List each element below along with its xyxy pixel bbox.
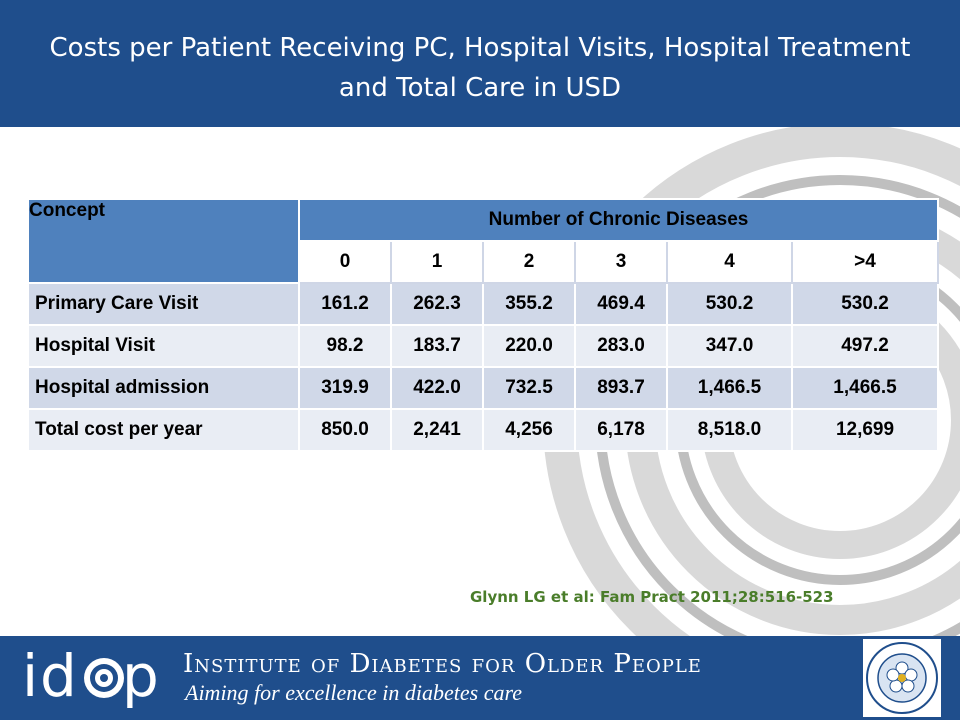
table-cell: 262.3 [390, 282, 484, 326]
subheader-cell: 0 [298, 240, 392, 284]
table-cell: 12,699 [791, 408, 939, 452]
table-cell: 1,466.5 [791, 366, 939, 410]
table-cell: 850.0 [298, 408, 392, 452]
table-cell: 893.7 [574, 366, 668, 410]
svg-text:p: p [122, 642, 159, 710]
table-cell: 1,466.5 [666, 366, 793, 410]
table-cell: 530.2 [791, 282, 939, 326]
idop-logo: i d p [22, 642, 159, 710]
table-row: Total cost per year 850.0 2,241 4,256 6,… [27, 408, 939, 452]
table-cell: 347.0 [666, 324, 793, 368]
subheader-cell: 2 [482, 240, 576, 284]
table-cell: 469.4 [574, 282, 668, 326]
row-label: Total cost per year [27, 408, 300, 452]
table-cell: 2,241 [390, 408, 484, 452]
title-banner: Costs per Patient Receiving PC, Hospital… [0, 0, 960, 127]
row-label: Primary Care Visit [27, 282, 300, 326]
table-row: Hospital admission 319.9 422.0 732.5 893… [27, 366, 939, 410]
subheader-cell: 1 [390, 240, 484, 284]
association-seal-logo [863, 639, 941, 717]
table-cell: 530.2 [666, 282, 793, 326]
table-cell: 161.2 [298, 282, 392, 326]
concept-header: Concept [27, 198, 300, 284]
svg-text:i: i [22, 642, 38, 710]
table-cell: 422.0 [390, 366, 484, 410]
table-cell: 319.9 [298, 366, 392, 410]
footer-banner: i d p Institute of Diabetes for Older Pe… [0, 636, 960, 720]
table-row: Primary Care Visit 161.2 262.3 355.2 469… [27, 282, 939, 326]
cost-table: Concept Number of Chronic Diseases 0 1 2… [27, 198, 939, 452]
row-label: Hospital Visit [27, 324, 300, 368]
citation-text: Glynn LG et al: Fam Pract 2011;28:516-52… [470, 588, 834, 606]
institute-name: Institute of Diabetes for Older People [183, 649, 702, 679]
table-cell: 283.0 [574, 324, 668, 368]
subheader-cell: >4 [791, 240, 939, 284]
subheader-cell: 4 [666, 240, 793, 284]
table-row: Hospital Visit 98.2 183.7 220.0 283.0 34… [27, 324, 939, 368]
svg-text:d: d [40, 642, 77, 710]
table-cell: 355.2 [482, 282, 576, 326]
table-cell: 8,518.0 [666, 408, 793, 452]
table-cell: 732.5 [482, 366, 576, 410]
slide-title: Costs per Patient Receiving PC, Hospital… [49, 33, 911, 103]
chronic-diseases-header: Number of Chronic Diseases [298, 198, 939, 242]
table-cell: 183.7 [390, 324, 484, 368]
table-cell: 6,178 [574, 408, 668, 452]
row-label: Hospital admission [27, 366, 300, 410]
institute-tagline: Aiming for excellence in diabetes care [185, 680, 523, 705]
table-cell: 4,256 [482, 408, 576, 452]
table-cell: 220.0 [482, 324, 576, 368]
subheader-cell: 3 [574, 240, 668, 284]
table-cell: 98.2 [298, 324, 392, 368]
table-cell: 497.2 [791, 324, 939, 368]
